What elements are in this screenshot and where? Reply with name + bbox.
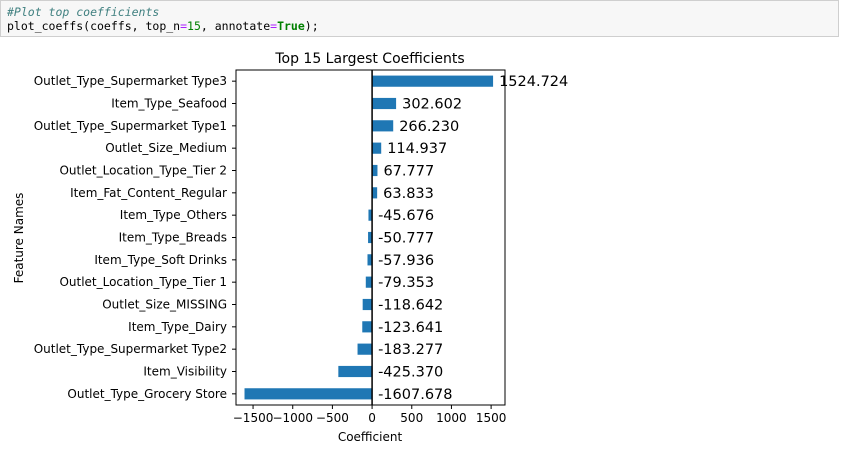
y-tick-label: Outlet_Size_Medium: [105, 141, 227, 155]
bar: [372, 164, 378, 177]
bar: [365, 276, 373, 288]
code-separator: , annotate: [200, 19, 271, 33]
bar-annotation: -45.676: [378, 208, 434, 224]
y-tick-label: Item_Type_Breads: [119, 231, 227, 245]
bar-annotation: -183.277: [378, 342, 443, 358]
code-operator: =: [270, 19, 278, 33]
x-tick-label: −1000: [272, 411, 313, 425]
chart-title: Top 15 Largest Coefficients: [274, 51, 464, 67]
bar-annotation: 67.777: [383, 164, 434, 180]
bar: [368, 231, 373, 244]
bar-annotation: 1524.724: [499, 74, 568, 90]
y-tick-label: Outlet_Type_Grocery Store: [67, 387, 227, 401]
y-tick-label: Item_Type_Dairy: [128, 320, 227, 334]
y-axis-label: Feature Names: [12, 193, 26, 284]
bar: [372, 120, 394, 132]
bar-annotation: -1607.678: [378, 387, 452, 403]
cell-output: Top 15 Largest Coefficients Outlet_Type_…: [0, 38, 841, 462]
bar-annotation: -118.642: [378, 298, 443, 314]
bar: [372, 75, 494, 87]
x-tick-label: 1000: [436, 411, 467, 425]
y-tick-label: Outlet_Type_Supermarket Type2: [34, 342, 227, 356]
bar: [372, 97, 397, 110]
bar: [357, 343, 373, 355]
y-tick-label: Item_Type_Soft Drinks: [94, 253, 227, 267]
bar: [367, 254, 373, 266]
y-tick-label: Item_Type_Others: [120, 208, 227, 222]
x-tick-label: −500: [316, 411, 349, 425]
bar-annotation: -123.641: [378, 320, 443, 336]
code-keyword: True: [277, 19, 305, 33]
y-tick-label: Item_Fat_Content_Regular: [70, 186, 227, 200]
y-tick-label: Item_Visibility: [143, 365, 227, 379]
bar: [244, 388, 373, 400]
x-tick-label: −1500: [233, 411, 274, 425]
y-tick-label: Outlet_Location_Type_Tier 1: [59, 275, 227, 289]
bar-annotation: -79.353: [378, 275, 434, 291]
y-tick-label: Item_Type_Seafood: [111, 97, 227, 111]
code-line: plot_coeffs(coeffs, top_n=15, annotate=T…: [7, 19, 838, 33]
y-tick-label: Outlet_Type_Supermarket Type3: [34, 74, 227, 88]
bar: [362, 321, 373, 333]
x-axis-label: Coefficient: [338, 430, 403, 444]
code-call: plot_coeffs(coeffs, top_n: [7, 19, 181, 33]
bar: [372, 142, 382, 154]
x-tick-label: 0: [368, 411, 376, 425]
y-tick-label: Outlet_Location_Type_Tier 2: [59, 164, 227, 178]
bar-annotation: -50.777: [378, 231, 434, 247]
bar: [372, 187, 378, 199]
code-suffix: );: [304, 19, 319, 33]
code-operator: =: [180, 19, 188, 33]
code-comment: #Plot top coefficients: [7, 5, 160, 19]
bar: [368, 209, 373, 221]
y-tick-label: Outlet_Type_Supermarket Type1: [34, 119, 227, 133]
code-number: 15: [187, 19, 201, 33]
bar-annotation: 302.602: [402, 97, 462, 113]
bar-annotation: 114.937: [387, 141, 447, 157]
y-tick-label: Outlet_Size_MISSING: [102, 298, 227, 312]
x-tick-label: 1500: [476, 411, 507, 425]
bar-annotation: -425.370: [378, 365, 443, 381]
bar-annotation: 266.230: [399, 119, 459, 135]
bar-annotation: 63.833: [383, 186, 434, 202]
coefficient-chart: Top 15 Largest Coefficients Outlet_Type_…: [12, 51, 568, 444]
x-tick-label: 500: [400, 411, 423, 425]
bar: [362, 298, 373, 311]
code-cell[interactable]: #Plot top coefficients plot_coeffs(coeff…: [0, 0, 839, 37]
bar-annotation: -57.936: [378, 253, 434, 269]
bar: [338, 365, 373, 378]
